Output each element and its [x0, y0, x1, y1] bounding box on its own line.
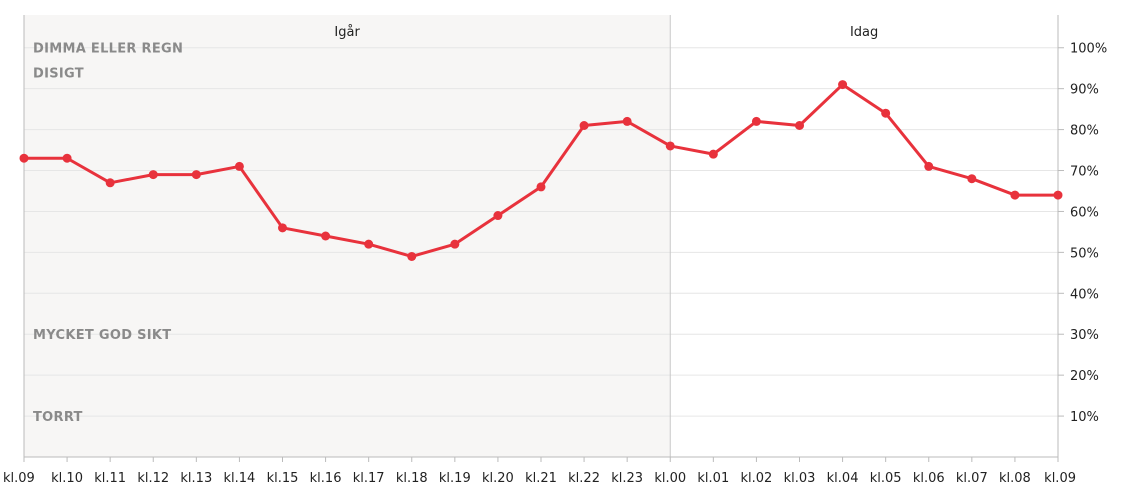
data-point	[622, 116, 632, 126]
data-point	[665, 141, 675, 151]
x-tick-label: kl.20	[482, 471, 514, 486]
data-point	[579, 121, 589, 130]
y-tick-label: 90%	[1070, 83, 1099, 98]
past-period-background	[24, 15, 671, 457]
band-label: TORRT	[33, 410, 83, 425]
x-tick-label: kl.23	[611, 471, 643, 486]
band-label: DIMMA ELLER REGN	[33, 42, 183, 57]
x-tick-label: kl.18	[396, 471, 428, 486]
x-tick-label: kl.17	[353, 471, 385, 486]
y-tick-label: 30%	[1070, 328, 1099, 343]
y-tick-label: 60%	[1070, 205, 1099, 220]
data-point	[62, 153, 72, 163]
data-point	[967, 174, 977, 184]
data-point	[148, 170, 158, 180]
x-tick-label: kl.03	[784, 471, 816, 486]
data-point	[493, 211, 503, 221]
data-point	[407, 251, 417, 261]
y-axis-ticks: 10% 20% 30% 40% 50% 60% 70% 80% 90% 100%	[1058, 42, 1107, 425]
band-label: MYCKET GOD SIKT	[33, 328, 171, 343]
data-point	[450, 239, 460, 249]
x-tick-label: kl.07	[956, 471, 988, 486]
x-axis-ticks: kl.09 kl.10 kl.11 kl.12 kl.13 kl.14 kl.15 kl.16…	[3, 457, 1076, 486]
data-point	[234, 161, 244, 171]
y-tick-label: 100%	[1070, 42, 1107, 57]
data-point	[19, 153, 29, 163]
data-point	[536, 182, 546, 192]
x-tick-label: kl.05	[870, 471, 902, 486]
background-layer	[24, 15, 671, 457]
period-label-today: Idag	[850, 25, 878, 40]
x-tick-label: kl.09	[1044, 471, 1076, 486]
y-tick-label: 10%	[1070, 410, 1099, 425]
data-point	[105, 178, 115, 188]
data-point	[364, 239, 374, 249]
x-tick-label: kl.06	[913, 471, 945, 486]
x-tick-label: kl.08	[999, 471, 1031, 486]
y-tick-label: 20%	[1070, 369, 1099, 384]
humidity-series	[19, 80, 1063, 261]
data-point	[1053, 190, 1063, 200]
x-tick-label: kl.02	[741, 471, 773, 486]
data-point	[708, 149, 718, 159]
band-labels: DIMMA ELLER REGN DISIGT MYCKET GOD SIKT TOR…	[33, 42, 183, 425]
data-point	[881, 108, 891, 118]
period-label-yesterday: Igår	[334, 25, 360, 40]
data-point	[795, 121, 804, 130]
data-point	[1010, 190, 1020, 200]
x-tick-label: kl.09	[3, 471, 35, 486]
x-tick-label: kl.15	[267, 471, 299, 486]
data-point	[838, 80, 848, 90]
data-point	[924, 161, 934, 171]
x-tick-label: kl.19	[439, 471, 471, 486]
data-point	[191, 170, 201, 180]
x-tick-label: kl.14	[224, 471, 256, 486]
y-tick-label: 80%	[1070, 124, 1099, 139]
x-tick-label: kl.13	[180, 471, 212, 486]
x-tick-label: kl.00	[654, 471, 686, 486]
x-tick-label: kl.21	[525, 471, 557, 486]
x-tick-label: kl.04	[827, 471, 859, 486]
x-tick-label: kl.22	[568, 471, 600, 486]
data-point	[751, 116, 761, 126]
x-tick-label: kl.10	[51, 471, 83, 486]
x-tick-label: kl.12	[137, 471, 169, 486]
y-tick-label: 50%	[1070, 246, 1099, 261]
band-label: DISIGT	[33, 66, 84, 81]
data-point	[278, 223, 287, 233]
y-tick-label: 40%	[1070, 287, 1099, 302]
period-labels: Igår Idag	[334, 25, 878, 40]
x-tick-label: kl.01	[697, 471, 729, 486]
data-point	[321, 231, 331, 241]
x-tick-label: kl.11	[94, 471, 126, 486]
x-tick-label: kl.16	[310, 471, 342, 486]
y-tick-label: 70%	[1070, 165, 1099, 180]
